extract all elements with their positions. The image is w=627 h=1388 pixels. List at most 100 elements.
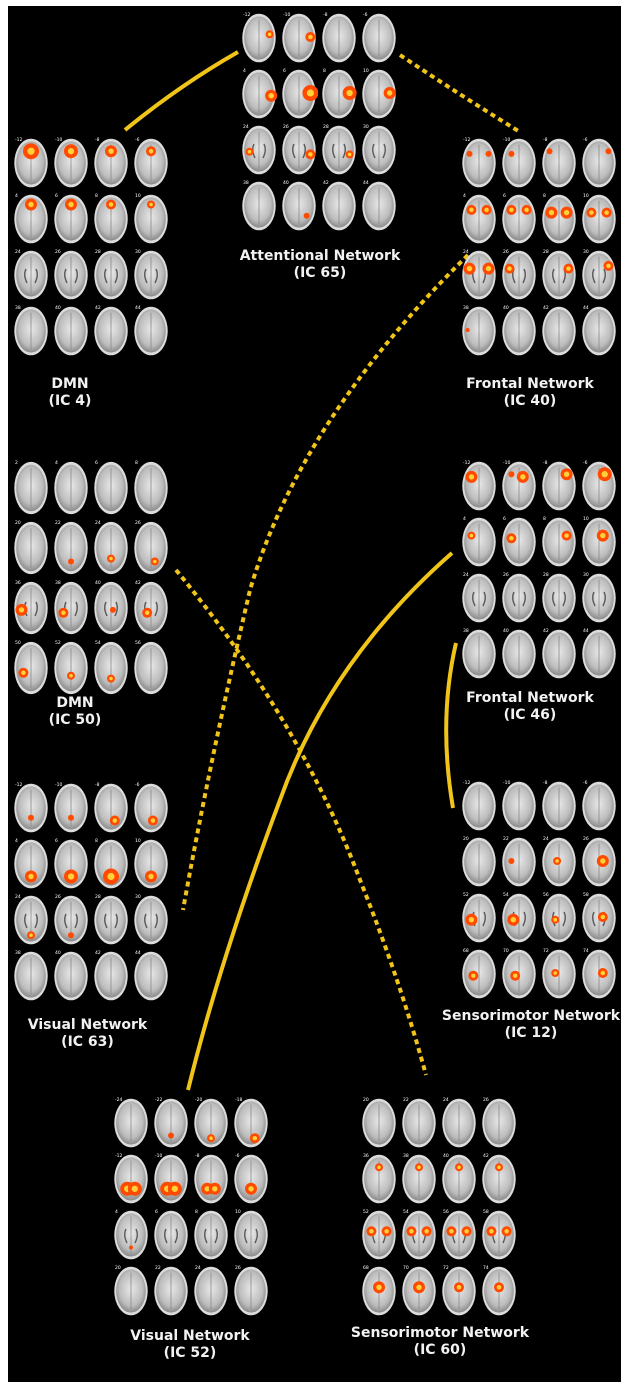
brain-slice: 28 <box>320 122 360 178</box>
brain-slice: 40 <box>92 578 132 638</box>
brain-slice: 28 <box>92 892 132 948</box>
brain-slice: 74 <box>580 946 620 1002</box>
activation-core <box>600 532 606 539</box>
brain-slice: -10 <box>152 1151 192 1207</box>
brain-slice: -8 <box>320 10 360 66</box>
component-id: (IC 40) <box>503 393 557 409</box>
activation-core <box>504 1229 509 1234</box>
brain-slice: 28 <box>92 247 132 303</box>
network-label-ic60: Sensorimotor Network (IC 60) <box>340 1325 540 1359</box>
slice-number: 42 <box>95 950 101 956</box>
brain-slice: 36 <box>12 578 52 638</box>
component-id: (IC 63) <box>61 1034 114 1050</box>
brain-slice: 28 <box>540 570 580 626</box>
brain-slice: -22 <box>152 1095 192 1151</box>
brain-slice: -8 <box>540 778 580 834</box>
slice-number: 44 <box>363 180 369 186</box>
slice-number: 58 <box>583 892 589 898</box>
brain-slice: 54 <box>92 638 132 698</box>
slice-number: -6 <box>363 12 368 18</box>
slice-number: -10 <box>503 137 510 143</box>
slice-number: -10 <box>55 137 62 143</box>
brain-slice: 40 <box>500 303 540 359</box>
network-label-ic52: Visual Network (IC 52) <box>100 1328 280 1362</box>
ventricles <box>144 913 158 929</box>
activation-core <box>369 1229 374 1234</box>
activation-core <box>464 1229 469 1234</box>
ventricles <box>372 143 386 159</box>
ventricles <box>204 1228 218 1244</box>
activation-core <box>606 263 611 269</box>
network-label-ic4: DMN (IC 4) <box>0 376 140 410</box>
slice-number: 4 <box>463 193 466 199</box>
brain-slice: 38 <box>460 303 500 359</box>
slice-number: 10 <box>583 516 589 522</box>
brain-slice: 42 <box>92 948 132 1004</box>
slice-number: 26 <box>135 520 141 526</box>
slice-number: 6 <box>55 193 58 199</box>
slice-number: 10 <box>135 193 141 199</box>
activation-core <box>424 1229 429 1234</box>
slice-number: 24 <box>95 520 101 526</box>
brain-slices-ic40: -12 -10 -8 -6 4 6 8 10 24 26 28 30 38 40 42 44 <box>460 135 620 359</box>
activation-core <box>600 914 606 920</box>
brain-slice: 26 <box>132 518 172 578</box>
activation-blob <box>168 1132 174 1139</box>
connection-ic40-ic63 <box>181 253 470 911</box>
brain-slice: -20 <box>192 1095 232 1151</box>
ventricles <box>124 1228 138 1244</box>
slice-number: 56 <box>443 1209 449 1215</box>
activation-core <box>67 148 75 155</box>
brain-slice: 10 <box>132 836 172 892</box>
slice-number: 38 <box>463 628 469 634</box>
slice-number: -8 <box>543 137 548 143</box>
brain-slice: 38 <box>240 178 280 234</box>
slice-number: 40 <box>443 1153 449 1159</box>
brain-slice: -10 <box>500 778 540 834</box>
slice-number: 8 <box>323 68 326 74</box>
slice-number: -12 <box>15 137 22 143</box>
ventricles <box>552 591 566 607</box>
activation-core <box>589 210 594 215</box>
activation-core <box>29 933 33 937</box>
activation-core <box>212 1186 218 1192</box>
activation-core <box>507 266 512 271</box>
component-id: (IC 52) <box>163 1345 217 1361</box>
activation-core <box>553 971 557 975</box>
slice-number: -10 <box>503 460 510 466</box>
activation-blob <box>68 932 74 939</box>
connection-ic46-ic12 <box>444 642 458 809</box>
brain-slice: 24 <box>460 247 500 303</box>
brain-slice: 6 <box>500 514 540 570</box>
ventricles <box>104 268 118 284</box>
brain-slice: 38 <box>12 303 52 359</box>
slice-number: 20 <box>115 1265 121 1271</box>
slice-number: 38 <box>463 305 469 311</box>
activation-blob <box>28 814 34 821</box>
brain-slice: -8 <box>540 135 580 191</box>
brain-slice: -12 <box>460 778 500 834</box>
activation-core <box>247 149 252 154</box>
slice-number: -12 <box>463 780 470 786</box>
activation-core <box>604 210 609 215</box>
brain-slice: 22 <box>52 518 92 578</box>
brain-slice: 40 <box>52 303 92 359</box>
slice-number: -12 <box>115 1153 122 1159</box>
activation-core <box>548 209 555 216</box>
slice-number: 24 <box>543 836 549 842</box>
component-id: (IC 65) <box>293 265 347 281</box>
slice-number: 38 <box>243 180 249 186</box>
brain-slice: 10 <box>132 191 172 247</box>
activation-core <box>468 474 475 480</box>
brain-slices-ic65: -12 -10 -8 -6 4 6 8 10 24 26 28 30 38 40 42 44 <box>240 10 400 234</box>
slice-number: 28 <box>543 249 549 255</box>
slice-number: 44 <box>583 628 589 634</box>
brain-slice: 4 <box>52 458 92 518</box>
slice-number: 36 <box>15 580 21 586</box>
slice-number: 6 <box>95 460 98 466</box>
connection-ic46-ic52 <box>186 551 454 1091</box>
activation-core <box>204 1186 210 1192</box>
ventricles <box>64 913 78 929</box>
activation-core <box>555 859 559 863</box>
